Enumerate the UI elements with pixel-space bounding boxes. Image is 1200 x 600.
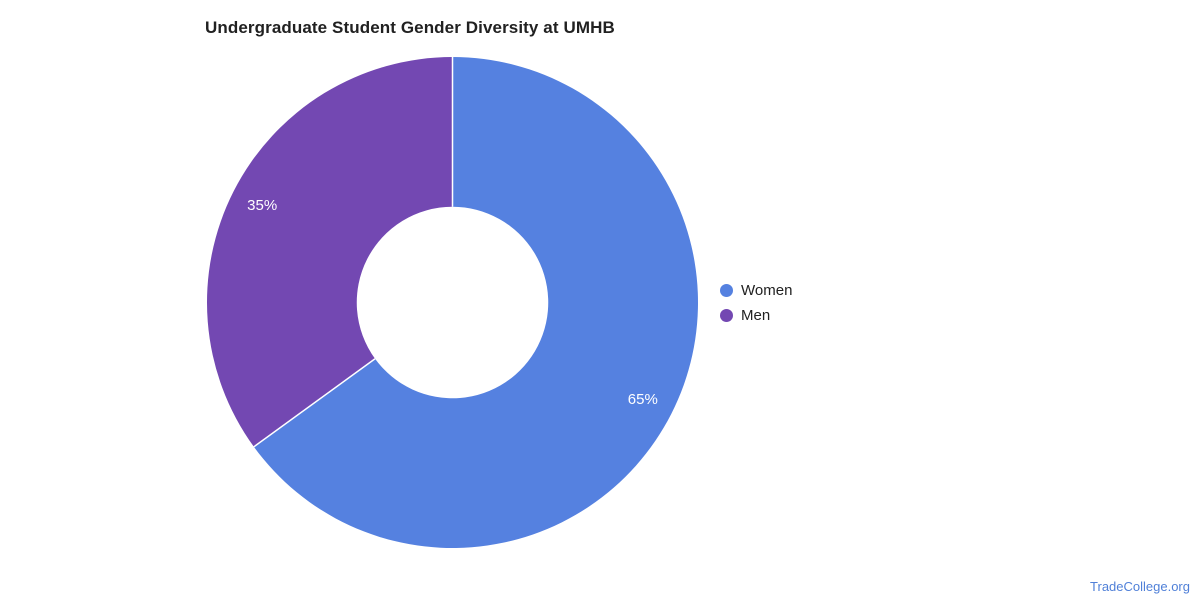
slice-divider: [253, 358, 376, 448]
pie-slice-men[interactable]: [207, 57, 453, 447]
slice-label-women: 65%: [628, 391, 658, 408]
legend-label-men: Men: [741, 307, 771, 324]
attribution-link[interactable]: TradeCollege.org: [1090, 579, 1190, 594]
chart-title: Undergraduate Student Gender Diversity a…: [205, 18, 615, 37]
legend-item-women: Women: [720, 278, 792, 303]
legend-marker-women-icon: [720, 284, 733, 297]
legend-marker-men-icon: [720, 309, 733, 322]
pie-slice-women[interactable]: [253, 57, 699, 548]
legend-item-men: Men: [720, 303, 792, 328]
legend-label-women: Women: [741, 282, 793, 299]
legend: Women Men: [720, 278, 792, 328]
slice-label-men: 35%: [247, 197, 277, 214]
